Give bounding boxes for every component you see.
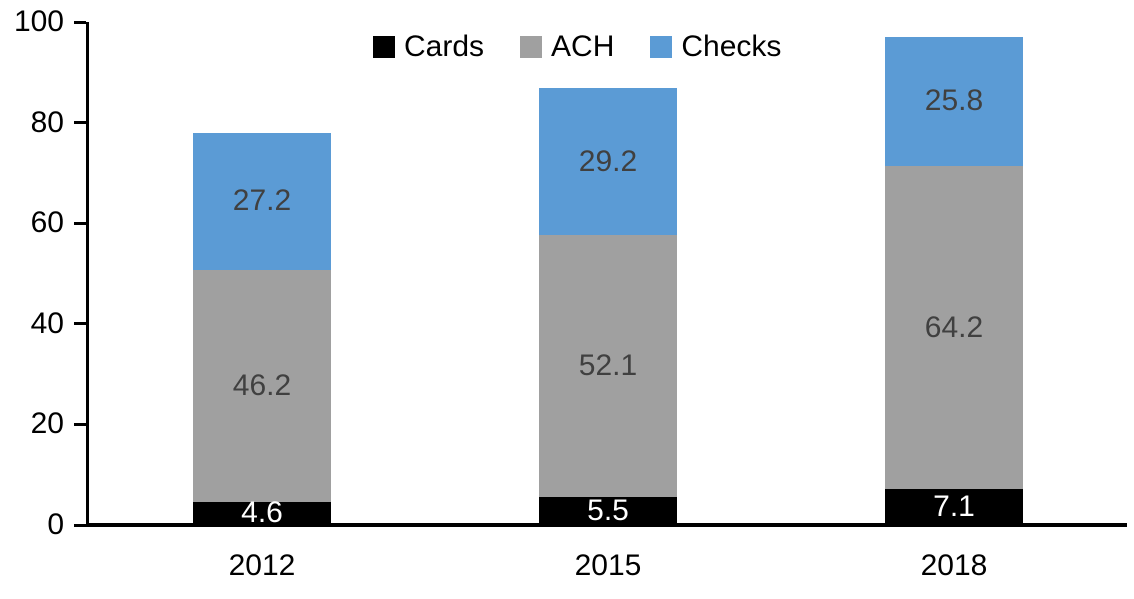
checks-segment-2018: 25.8 — [885, 36, 1023, 167]
y-tick-label: 80 — [30, 105, 64, 139]
legend-label-ach: ACH — [551, 30, 615, 63]
y-tick-mark — [74, 322, 86, 326]
y-tick-label: 20 — [30, 407, 64, 441]
legend-item-checks: Checks — [650, 30, 781, 64]
bar-2012: 4.6 46.2 27.2 — [193, 22, 331, 528]
y-tick-mark — [74, 121, 86, 125]
data-label-checks-2018: 25.8 — [924, 84, 984, 118]
checks-segment-2012: 27.2 — [193, 132, 331, 270]
ach-segment-2015: 52.1 — [539, 235, 677, 498]
checks-segment-2015: 29.2 — [539, 88, 677, 236]
data-label-ach-2012: 46.2 — [232, 368, 292, 402]
cards-segment-2018: 7.1 — [885, 489, 1023, 525]
data-label-cards-2015: 5.5 — [587, 494, 629, 528]
data-label-checks-2015: 29.2 — [578, 144, 638, 178]
x-axis-line — [86, 523, 1127, 527]
checks-swatch-icon — [650, 36, 673, 58]
legend-item-cards: Cards — [373, 30, 484, 64]
x-axis-label-2015: 2015 — [574, 549, 642, 582]
y-axis-line — [86, 22, 89, 525]
data-label-cards-2018: 7.1 — [933, 490, 975, 524]
chart-legend: Cards ACH Checks — [373, 30, 781, 64]
y-tick-mark — [74, 523, 86, 527]
y-tick-mark — [74, 422, 86, 426]
ach-swatch-icon — [520, 36, 543, 58]
legend-label-checks: Checks — [681, 30, 782, 63]
data-label-ach-2015: 52.1 — [578, 349, 638, 383]
x-axis-label-2012: 2012 — [228, 549, 296, 582]
y-tick-label: 100 — [13, 5, 64, 38]
cards-swatch-icon — [373, 36, 395, 58]
y-tick-mark — [74, 221, 86, 225]
x-axis-label-2018: 2018 — [920, 549, 988, 582]
ach-segment-2012: 46.2 — [193, 269, 331, 502]
y-tick-label: 40 — [30, 306, 64, 340]
legend-label-cards: Cards — [404, 30, 485, 63]
bar-2018: 7.1 64.2 25.8 — [885, 22, 1023, 525]
data-label-ach-2018: 64.2 — [924, 310, 984, 344]
data-label-cards-2012: 4.6 — [241, 496, 283, 530]
cards-segment-2015: 5.5 — [539, 494, 677, 528]
bar-2015: 5.5 52.1 29.2 — [539, 22, 677, 528]
y-tick-label: 60 — [30, 206, 64, 240]
y-tick-mark — [74, 20, 86, 24]
data-label-checks-2012: 27.2 — [232, 184, 292, 218]
cards-segment-2012: 4.6 — [193, 498, 331, 528]
ach-segment-2018: 64.2 — [885, 166, 1023, 490]
legend-item-ach: ACH — [520, 30, 614, 64]
y-tick-label: 0 — [47, 508, 64, 541]
